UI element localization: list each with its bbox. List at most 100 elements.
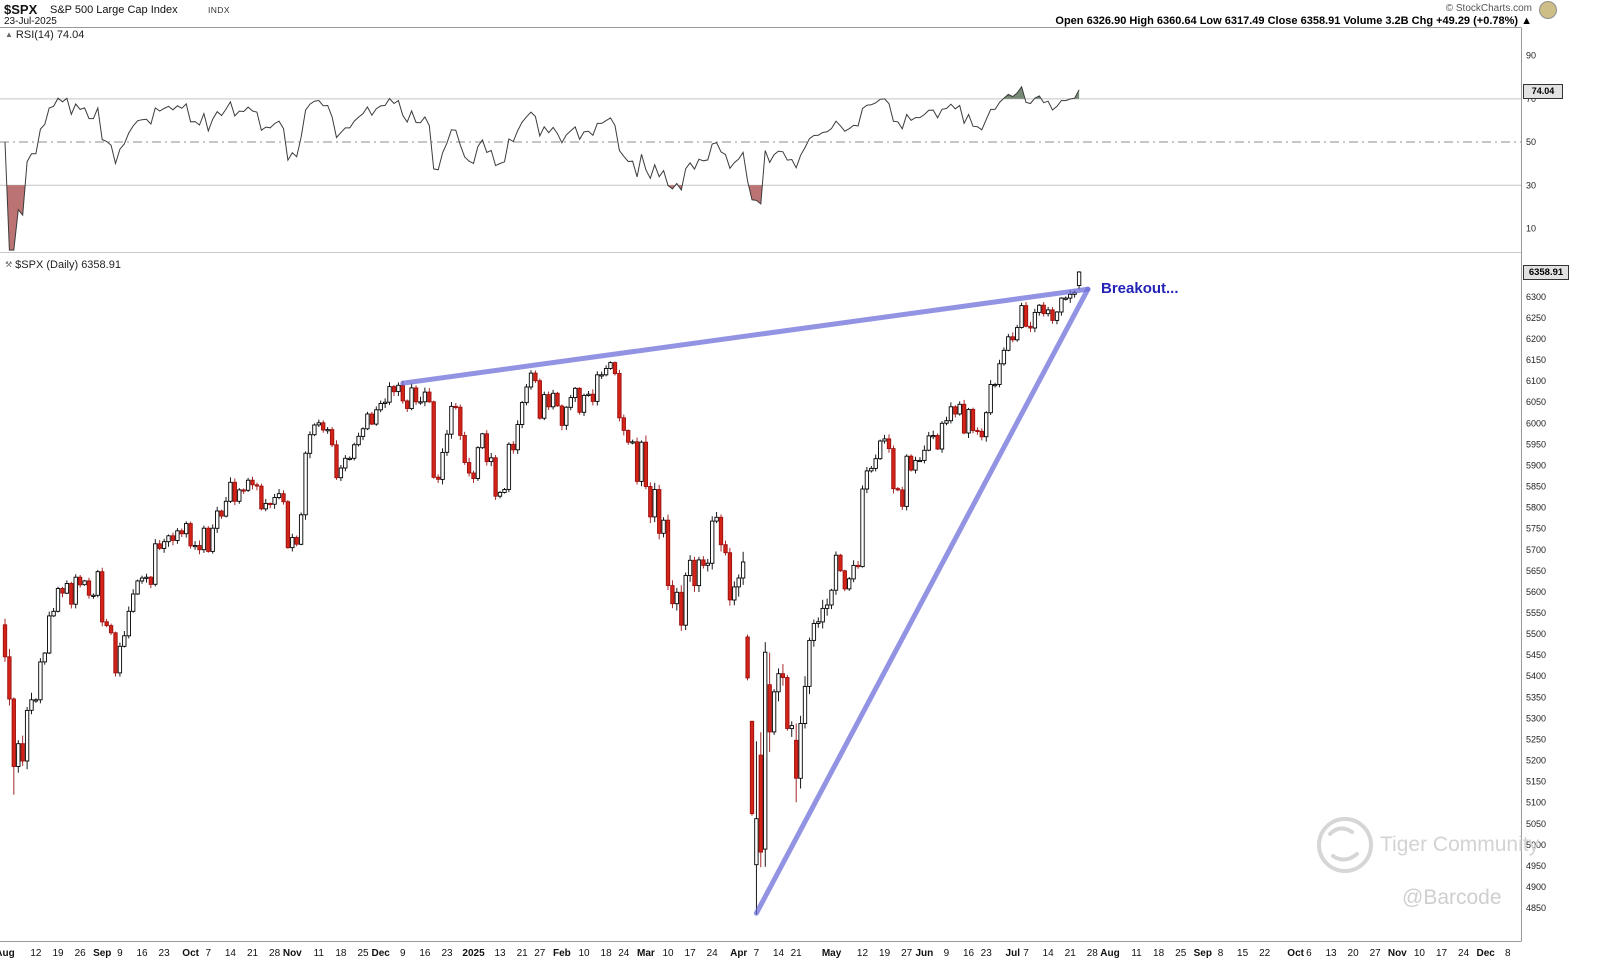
svg-text:27: 27 bbox=[901, 948, 913, 959]
svg-text:Aug: Aug bbox=[1100, 948, 1119, 959]
svg-text:25: 25 bbox=[1175, 948, 1187, 959]
svg-text:6: 6 bbox=[1306, 948, 1312, 959]
x-axis-labels: Aug121926Sep91623Oct7142128Nov111825Dec9… bbox=[0, 948, 1511, 959]
svg-text:11: 11 bbox=[1131, 948, 1142, 959]
svg-text:Jul: Jul bbox=[1006, 948, 1021, 959]
svg-text:24: 24 bbox=[1458, 948, 1470, 959]
price-legend-text: $SPX (Daily) 6358.91 bbox=[15, 259, 121, 271]
rsi-series bbox=[4, 85, 1080, 251]
svg-text:18: 18 bbox=[335, 948, 347, 959]
svg-text:Nov: Nov bbox=[283, 948, 302, 959]
svg-text:50: 50 bbox=[1526, 137, 1536, 147]
svg-text:10: 10 bbox=[578, 948, 590, 959]
svg-text:14: 14 bbox=[225, 948, 237, 959]
svg-text:21: 21 bbox=[247, 948, 259, 959]
svg-text:5450: 5450 bbox=[1526, 650, 1546, 660]
svg-text:5850: 5850 bbox=[1526, 482, 1546, 492]
svg-text:7: 7 bbox=[206, 948, 212, 959]
svg-text:2025: 2025 bbox=[462, 948, 485, 959]
svg-text:23: 23 bbox=[441, 948, 453, 959]
svg-text:5650: 5650 bbox=[1526, 566, 1546, 576]
svg-text:Oct: Oct bbox=[1287, 948, 1304, 959]
svg-text:5250: 5250 bbox=[1526, 734, 1546, 744]
svg-text:14: 14 bbox=[773, 948, 785, 959]
svg-text:22: 22 bbox=[1259, 948, 1271, 959]
symbol: $SPX bbox=[4, 2, 38, 17]
svg-text:13: 13 bbox=[1325, 948, 1337, 959]
svg-text:15: 15 bbox=[1237, 948, 1249, 959]
svg-text:14: 14 bbox=[1043, 948, 1055, 959]
svg-text:5600: 5600 bbox=[1526, 587, 1546, 597]
svg-text:25: 25 bbox=[357, 948, 369, 959]
svg-text:16: 16 bbox=[136, 948, 148, 959]
svg-text:9: 9 bbox=[400, 948, 406, 959]
svg-text:4850: 4850 bbox=[1526, 903, 1546, 913]
svg-text:12: 12 bbox=[30, 948, 42, 959]
svg-text:5750: 5750 bbox=[1526, 524, 1546, 534]
svg-text:18: 18 bbox=[601, 948, 613, 959]
svg-text:16: 16 bbox=[419, 948, 431, 959]
svg-text:5550: 5550 bbox=[1526, 608, 1546, 618]
rsi-legend: ▲ RSI(14) 74.04 bbox=[5, 29, 84, 41]
svg-text:5950: 5950 bbox=[1526, 439, 1546, 449]
svg-text:27: 27 bbox=[534, 948, 546, 959]
index-name: S&P 500 Large Cap Index bbox=[50, 4, 178, 16]
copyright: © StockCharts.com bbox=[1445, 3, 1532, 14]
svg-text:5500: 5500 bbox=[1526, 629, 1546, 639]
svg-text:23: 23 bbox=[981, 948, 993, 959]
svg-text:30: 30 bbox=[1526, 180, 1536, 190]
svg-text:Sep: Sep bbox=[1194, 948, 1212, 959]
svg-text:Dec: Dec bbox=[1477, 948, 1496, 959]
svg-text:4900: 4900 bbox=[1526, 882, 1546, 892]
svg-text:5700: 5700 bbox=[1526, 545, 1546, 555]
watermark-handle: @Barcode bbox=[1402, 886, 1502, 909]
breakout-annotation: Breakout... bbox=[1101, 280, 1179, 297]
rsi-legend-text: RSI(14) 74.04 bbox=[15, 29, 85, 41]
svg-text:20: 20 bbox=[1348, 948, 1360, 959]
rsi-last-value-tag: 74.04 bbox=[1523, 84, 1563, 99]
svg-text:5350: 5350 bbox=[1526, 692, 1546, 702]
ohlc-quote-line: Open 6326.90 High 6360.64 Low 6317.49 Cl… bbox=[1055, 15, 1532, 27]
svg-text:23: 23 bbox=[159, 948, 171, 959]
svg-text:13: 13 bbox=[494, 948, 506, 959]
svg-text:7: 7 bbox=[754, 948, 760, 959]
svg-text:6000: 6000 bbox=[1526, 418, 1546, 428]
candlestick-series bbox=[2, 271, 1082, 915]
svg-text:5100: 5100 bbox=[1526, 798, 1546, 808]
svg-text:Aug: Aug bbox=[0, 948, 15, 959]
avatar[interactable] bbox=[1539, 1, 1557, 19]
svg-text:5400: 5400 bbox=[1526, 671, 1546, 681]
svg-text:5150: 5150 bbox=[1526, 777, 1546, 787]
rsi-gridlines bbox=[0, 98, 1521, 186]
svg-text:4950: 4950 bbox=[1526, 861, 1546, 871]
svg-text:May: May bbox=[822, 948, 842, 959]
svg-text:18: 18 bbox=[1153, 948, 1165, 959]
rsi-axis-labels: 9070503010 bbox=[1526, 51, 1536, 234]
svg-text:12: 12 bbox=[857, 948, 869, 959]
svg-text:27: 27 bbox=[1370, 948, 1382, 959]
svg-text:6050: 6050 bbox=[1526, 397, 1546, 407]
svg-text:8: 8 bbox=[1505, 948, 1511, 959]
indicator-icon: ▲ bbox=[5, 30, 13, 39]
panel-borders bbox=[0, 27, 1522, 942]
svg-text:21: 21 bbox=[1065, 948, 1077, 959]
svg-text:17: 17 bbox=[685, 948, 697, 959]
svg-text:9: 9 bbox=[117, 948, 123, 959]
price-last-value-tag: 6358.91 bbox=[1523, 265, 1569, 280]
svg-text:Feb: Feb bbox=[553, 948, 571, 959]
svg-text:5300: 5300 bbox=[1526, 713, 1546, 723]
svg-text:19: 19 bbox=[52, 948, 64, 959]
svg-text:Nov: Nov bbox=[1388, 948, 1407, 959]
svg-text:Oct: Oct bbox=[182, 948, 199, 959]
svg-text:6150: 6150 bbox=[1526, 355, 1546, 365]
svg-text:Apr: Apr bbox=[730, 948, 747, 959]
svg-text:5000: 5000 bbox=[1526, 840, 1546, 850]
svg-text:10: 10 bbox=[1414, 948, 1426, 959]
svg-text:28: 28 bbox=[269, 948, 281, 959]
svg-text:19: 19 bbox=[879, 948, 891, 959]
svg-text:7: 7 bbox=[1023, 948, 1029, 959]
svg-text:6250: 6250 bbox=[1526, 313, 1546, 323]
svg-text:6100: 6100 bbox=[1526, 376, 1546, 386]
svg-text:5050: 5050 bbox=[1526, 819, 1546, 829]
